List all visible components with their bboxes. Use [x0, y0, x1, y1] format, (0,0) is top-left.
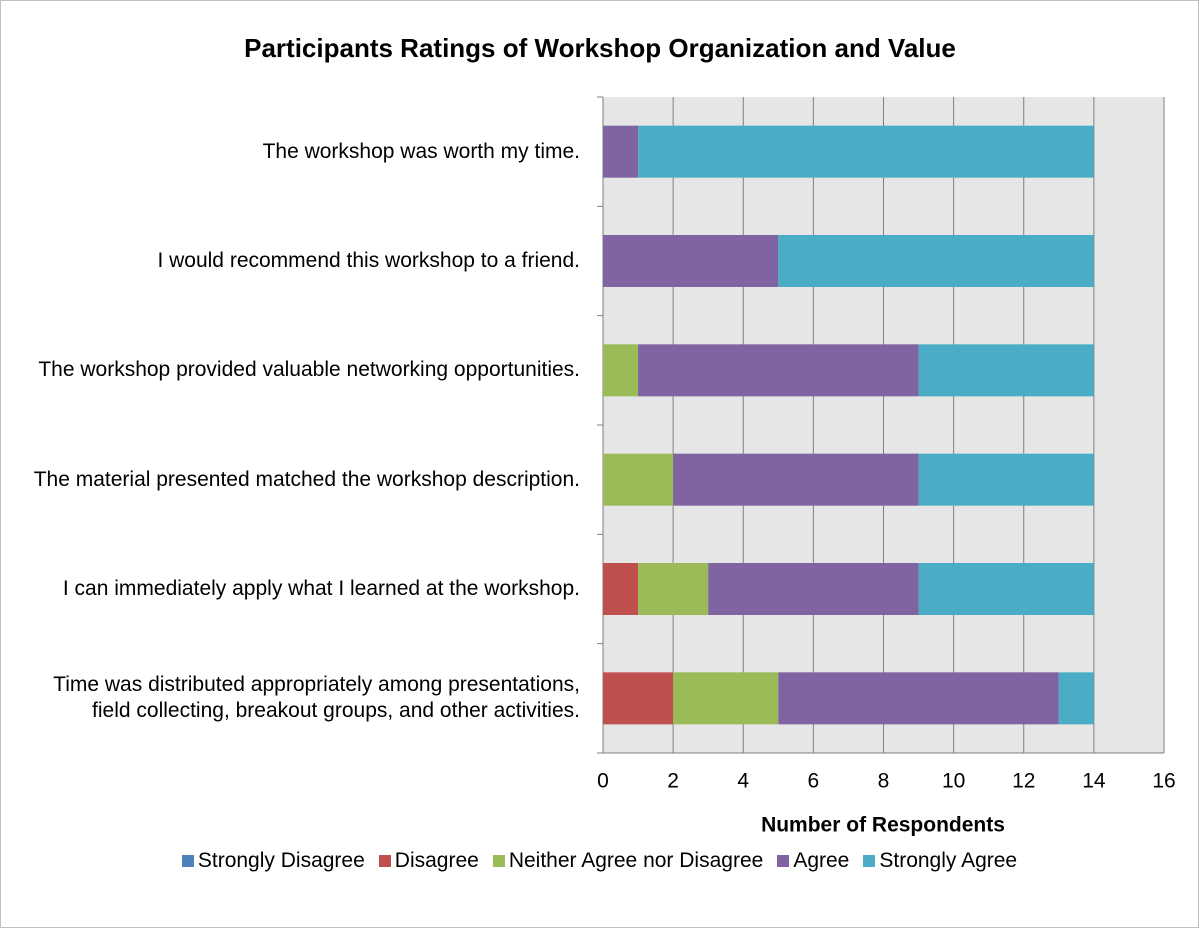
bar-segment	[918, 563, 1094, 615]
legend: Strongly Disagree Disagree Neither Agree n…	[0, 849, 1199, 873]
bar-segment	[673, 672, 779, 725]
x-tick-label: 12	[1012, 770, 1035, 793]
bar-segment	[673, 453, 919, 506]
x-tick-label: 14	[1082, 770, 1106, 793]
chart-title: Participants Ratings of Workshop Organiz…	[244, 33, 956, 63]
bar-segment	[638, 344, 919, 397]
x-tick-label: 0	[597, 770, 609, 793]
bar-segment	[638, 125, 1094, 178]
y-tick-label: I would recommend this workshop to a fri…	[157, 249, 580, 272]
x-tick-label: 8	[878, 770, 890, 793]
legend-label: Neither Agree nor Disagree	[508, 849, 764, 872]
bar-segment	[603, 563, 639, 615]
legend-label: Strongly Agree	[879, 849, 1018, 872]
x-tick-label: 4	[737, 770, 749, 793]
legend-item: Agree	[777, 849, 849, 873]
y-tick-label: The workshop provided valuable networkin…	[38, 358, 580, 382]
y-tick-label: Time was distributed appropriately among…	[53, 673, 580, 723]
bar-segment	[603, 125, 639, 178]
y-tick-label: The material presented matched the works…	[33, 467, 580, 491]
bar-segment	[1058, 672, 1094, 725]
legend-label: Disagree	[394, 849, 479, 872]
legend-swatch	[378, 855, 391, 867]
bar-segment	[918, 344, 1094, 397]
legend-item: Strongly Disagree	[181, 849, 365, 873]
y-tick-label: The workshop was worth my time.	[262, 139, 580, 163]
legend-item: Disagree	[378, 849, 479, 873]
legend-swatch	[181, 855, 194, 867]
bar-segment	[778, 672, 1059, 725]
x-tick-label: 2	[667, 770, 679, 793]
bar-segment	[708, 563, 919, 615]
x-tick-label: 6	[808, 770, 820, 793]
x-tick-label: 16	[1152, 770, 1175, 793]
x-axis-title: Number of Respondents	[761, 814, 1005, 837]
legend-swatch	[777, 855, 790, 867]
legend-swatch	[492, 855, 505, 867]
bar-segment	[603, 672, 674, 725]
x-tick-label: 10	[942, 770, 965, 793]
bar-segment	[638, 563, 709, 615]
legend-label: Agree	[793, 849, 850, 872]
legend-item: Strongly Agree	[863, 849, 1017, 873]
bar-segment	[778, 235, 1094, 287]
bar-segment	[603, 344, 639, 397]
bar-segment	[603, 235, 779, 287]
bar-segment	[603, 453, 674, 506]
y-tick-label: I can immediately apply what I learned a…	[62, 577, 580, 600]
legend-item: Neither Agree nor Disagree	[492, 849, 764, 873]
legend-label: Strongly Disagree	[197, 849, 365, 872]
bar-segment	[918, 453, 1094, 506]
legend-swatch	[863, 855, 876, 867]
